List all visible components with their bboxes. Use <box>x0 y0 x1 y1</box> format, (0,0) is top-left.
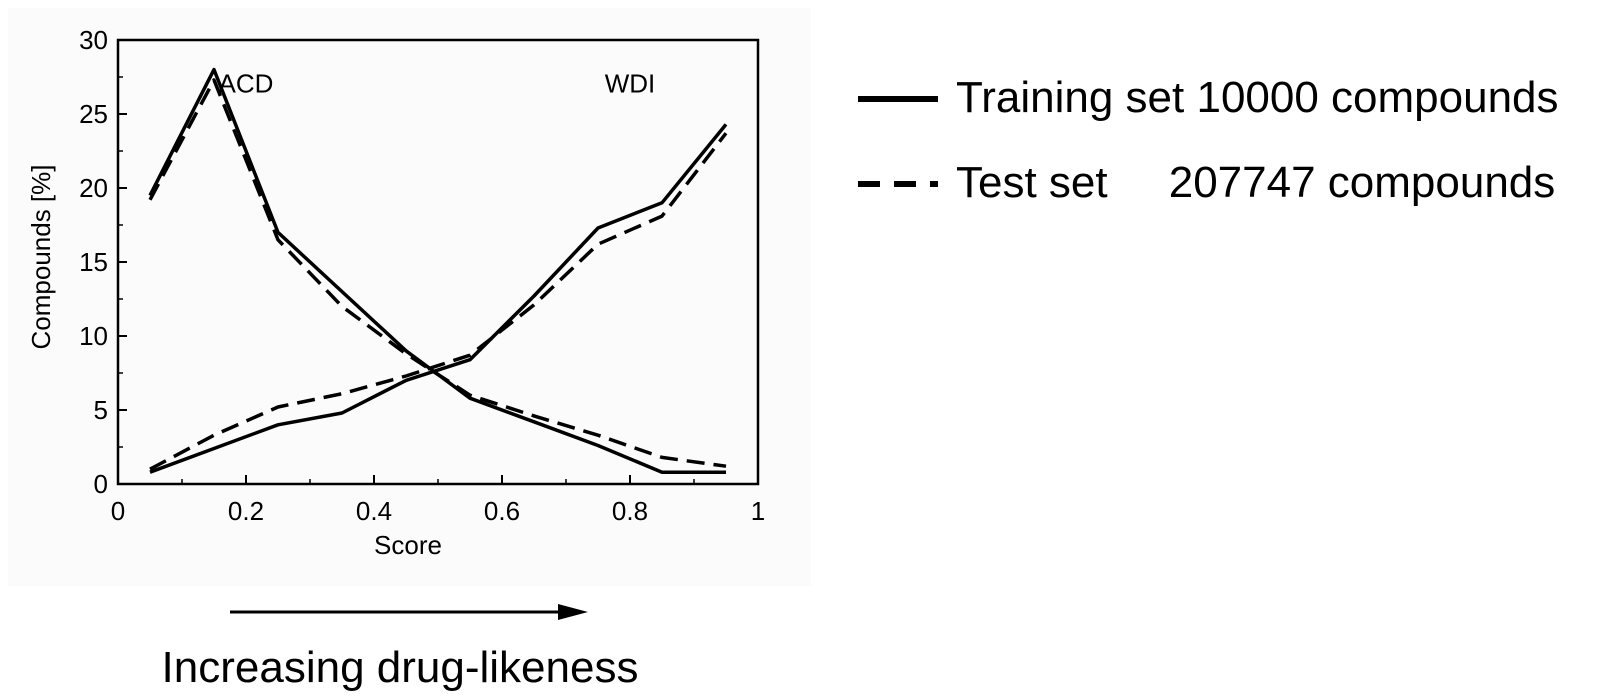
y-tick-label: 15 <box>79 247 108 277</box>
annotation-wdi: WDI <box>605 68 656 98</box>
series-line-acd-solid <box>148 67 726 474</box>
chart-panel: 0 5 10 15 20 25 30 0 0.2 0.4 0.6 0.8 1 Score Compounds… <box>8 8 811 586</box>
x-tick-label: 0.2 <box>228 496 264 526</box>
y-tick-label: 20 <box>79 173 108 203</box>
legend-label-test: Test set 207747 compounds <box>956 158 1556 207</box>
y-tick-label: 0 <box>94 469 108 499</box>
y-axis-label: Compounds [%] <box>26 165 56 350</box>
caption: Increasing drug-likeness <box>161 643 639 692</box>
legend-label-training: Training set 10000 compounds <box>956 73 1559 122</box>
y-tick-label: 30 <box>79 25 108 55</box>
x-tick-label: 0 <box>111 496 125 526</box>
x-tick-label: 0.6 <box>484 496 520 526</box>
line-chart: 0 5 10 15 20 25 30 0 0.2 0.4 0.6 0.8 1 Score Compounds… <box>26 25 765 560</box>
x-tick-label: 0.4 <box>356 496 392 526</box>
legend-dashed-line-swatch <box>858 181 938 187</box>
x-axis-label: Score <box>374 530 442 560</box>
series-line-acd-dashed <box>148 78 727 468</box>
x-tick-label: 1 <box>751 496 765 526</box>
x-tick-label: 0.8 <box>612 496 648 526</box>
right-arrow-icon <box>230 604 588 620</box>
plot-frame <box>116 38 760 486</box>
series-line-wdi-dashed <box>149 132 728 471</box>
y-tick-label: 10 <box>79 321 108 351</box>
legend-solid-line-swatch <box>858 96 938 102</box>
annotation-acd: ACD <box>219 68 274 98</box>
y-tick-label: 25 <box>79 99 108 129</box>
series-line-wdi-solid <box>149 123 728 474</box>
legend-item-test: Test set 207747 compounds <box>856 155 1616 215</box>
legend-item-training: Training set 10000 compounds <box>856 70 1616 130</box>
y-tick-label: 5 <box>94 395 108 425</box>
